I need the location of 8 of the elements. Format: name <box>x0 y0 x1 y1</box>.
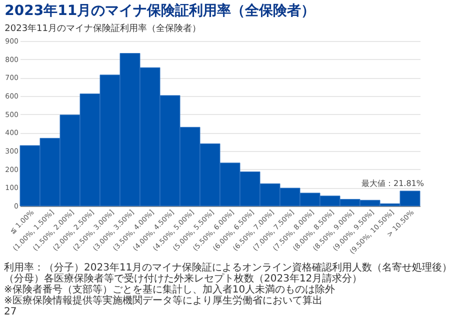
chart-title: 2023年11月のマイナ保険証利用率（全保険者） <box>4 2 316 19</box>
text: 27 <box>4 306 17 318</box>
chart-subtitle: 2023年11月のマイナ保険証利用率（全保険者） <box>4 23 201 34</box>
text: （分母）各医療保険者等で受け付けた外来レセプト枚数（2023年12月請求分） <box>4 272 362 284</box>
text: ※医療保険情報提供等実施機関データ等により厚生労働省において算出 <box>4 294 322 306</box>
text: ※保険者番号（支部等）ごとを基に集計し、加入者10人未満のものは除外 <box>4 284 336 296</box>
annotation: 最大値：21.81% <box>361 178 424 188</box>
text: 利用率：（分子）2023年11月のマイナ保険証によるオンライン資格確認利用人数（名寄せ処理後） <box>4 262 452 274</box>
